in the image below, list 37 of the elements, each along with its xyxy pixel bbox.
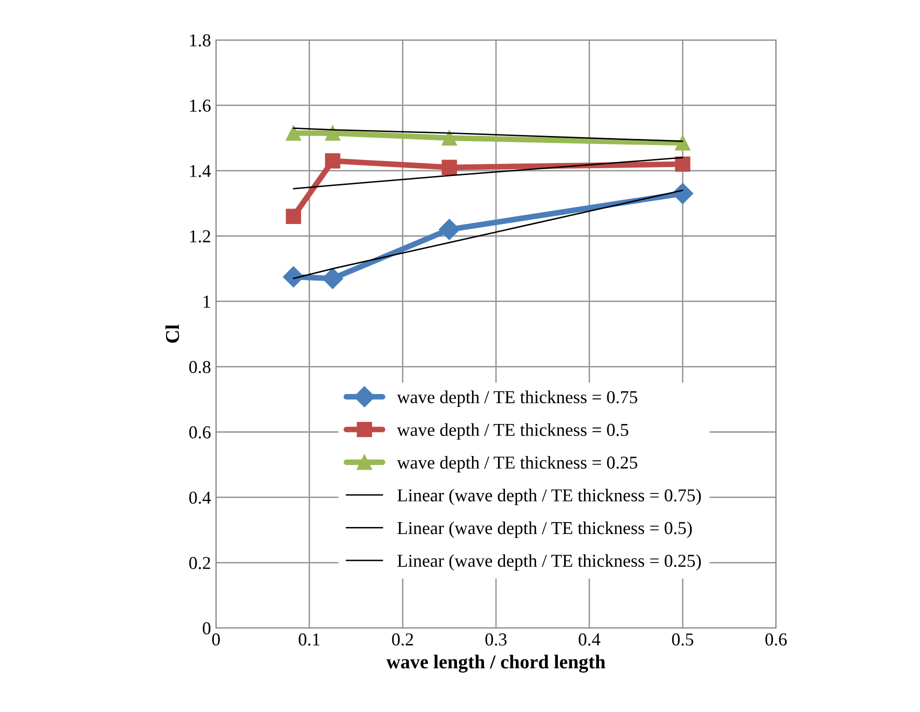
legend-label: Linear (wave depth / TE thickness = 0.5) xyxy=(397,521,692,538)
y-axis-title: Cl xyxy=(165,324,180,343)
y-tick-label: 1 xyxy=(204,296,210,308)
x-axis-title: wave length / chord length xyxy=(386,654,606,673)
y-tick-label: 1.2 xyxy=(190,230,210,243)
legend-label: wave depth / TE thickness = 0.25 xyxy=(396,456,638,472)
point xyxy=(325,153,340,169)
point xyxy=(675,135,690,151)
x-tick-label: 0.3 xyxy=(485,633,507,646)
point xyxy=(675,156,690,172)
point xyxy=(286,208,302,224)
x-tick-label: 0.5 xyxy=(672,633,694,646)
y-tick-label: 0 xyxy=(202,622,210,634)
y-tick-label: 1.6 xyxy=(190,100,211,112)
legend-label: wave depth / TE thickness = 0.75 xyxy=(396,390,638,407)
x-tick-label: 0.4 xyxy=(578,633,600,646)
x-tick-label: 0 xyxy=(212,633,220,646)
y-tick-label: 0.6 xyxy=(189,426,211,439)
x-tick-label: 0.1 xyxy=(298,633,320,646)
y-tick-label: 0.8 xyxy=(189,360,210,374)
point xyxy=(325,125,340,141)
point xyxy=(282,266,304,288)
x-tick-label: 0.6 xyxy=(765,633,787,646)
y-tick-label: 1.4 xyxy=(190,165,211,178)
legend-label: Linear (wave depth / TE thickness = 0.75) xyxy=(397,488,701,506)
legend-label: Linear (wave depth / TE thickness = 0.25) xyxy=(397,554,701,571)
y-tick-label: 0.2 xyxy=(189,556,210,570)
x-tick-label: 0.2 xyxy=(392,633,413,646)
point xyxy=(322,268,344,289)
y-tick-label: 1.8 xyxy=(190,34,210,47)
point xyxy=(672,183,694,204)
legend-label: wave depth / TE thickness = 0.5 xyxy=(396,423,628,440)
y-tick-label: 0.4 xyxy=(189,492,211,504)
point xyxy=(286,125,302,141)
point xyxy=(442,160,457,176)
point xyxy=(442,130,457,146)
point xyxy=(438,218,460,240)
